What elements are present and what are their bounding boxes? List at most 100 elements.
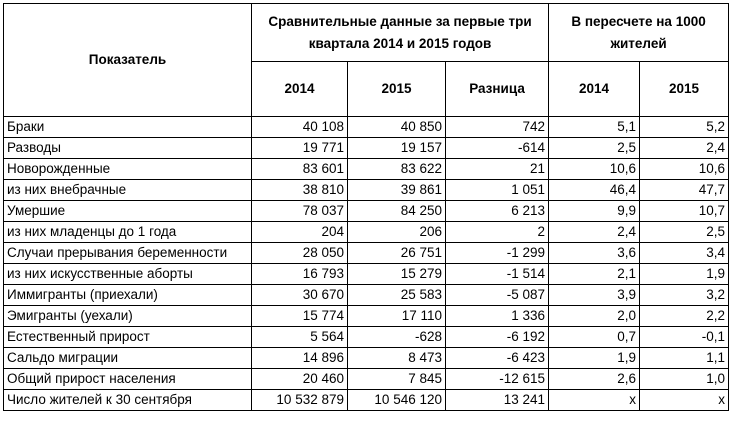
cell-rate-2014: 2,1 — [548, 263, 641, 285]
header-group-per1000-line1: В пересчете на 1000 — [571, 13, 706, 29]
cell-rate-2014: 5,1 — [548, 116, 641, 138]
cell-rate-2014: 3,9 — [548, 284, 641, 306]
cell-rate-2014: 2,5 — [548, 137, 641, 159]
table-row: Разводы 19 771 19 157 -614 2,5 2,4 — [3, 137, 730, 159]
table-row: из них младенцы до 1 года 204 206 2 2,4 2,5 — [3, 221, 730, 243]
cell-2015: 8 473 — [347, 347, 446, 369]
cell-rate-2014: x — [548, 389, 641, 411]
cell-2015: 84 250 — [347, 200, 446, 222]
cell-2015: 83 622 — [347, 158, 446, 180]
cell-diff: -6 192 — [444, 326, 550, 348]
cell-rate-2015: 5,2 — [639, 116, 730, 138]
header-col-diff: Разница — [444, 61, 550, 117]
cell-rate-2014: 10,6 — [548, 158, 641, 180]
table-row: Умершие 78 037 84 250 6 213 9,9 10,7 — [3, 200, 730, 222]
table-row: Естественный прирост 5 564 -628 -6 192 0,7 -0… — [3, 326, 730, 348]
cell-2014: 204 — [251, 221, 348, 243]
cell-diff: -5 087 — [444, 284, 550, 306]
table-row: Браки 40 108 40 850 742 5,1 5,2 — [3, 116, 730, 138]
cell-2014: 78 037 — [251, 200, 348, 222]
cell-2015: 19 157 — [347, 137, 446, 159]
cell-rate-2015: 2,5 — [639, 221, 730, 243]
demographics-table: Показатель Сравнительные данные за первы… — [3, 3, 730, 411]
cell-diff: 742 — [444, 116, 550, 138]
cell-2014: 5 564 — [251, 326, 348, 348]
cell-2015: 10 546 120 — [347, 389, 446, 411]
row-label: Случаи прерывания беременности — [3, 242, 252, 264]
row-label: Общий прирост населения — [3, 368, 252, 390]
row-label: Браки — [3, 116, 252, 138]
cell-rate-2014: 3,6 — [548, 242, 641, 264]
cell-diff: 1 051 — [444, 179, 550, 201]
cell-rate-2015: 2,2 — [639, 305, 730, 327]
cell-rate-2014: 0,7 — [548, 326, 641, 348]
cell-rate-2015: 3,4 — [639, 242, 730, 264]
header-group-per1000: В пересчете на 1000 жителей — [548, 3, 730, 62]
cell-diff: -6 423 — [444, 347, 550, 369]
row-label: Умершие — [3, 200, 252, 222]
cell-rate-2015: 10,6 — [639, 158, 730, 180]
cell-2014: 10 532 879 — [251, 389, 348, 411]
table-row: из них искусственные аборты 16 793 15 279-… — [3, 263, 730, 285]
cell-2015: 26 751 — [347, 242, 446, 264]
cell-diff: 13 241 — [444, 389, 550, 411]
cell-diff: -12 615 — [444, 368, 550, 390]
cell-2014: 20 460 — [251, 368, 348, 390]
table-row: из них внебрачные 38 810 39 861 1 051 46,4 47… — [3, 179, 730, 201]
cell-diff: 2 — [444, 221, 550, 243]
header-col-2014: 2014 — [251, 61, 348, 117]
cell-2014: 40 108 — [251, 116, 348, 138]
table-row: Новорожденные 83 601 83 622 21 10,6 10,6 — [3, 158, 730, 180]
cell-rate-2015: 1,1 — [639, 347, 730, 369]
cell-rate-2014: 2,0 — [548, 305, 641, 327]
cell-rate-2015: -0,1 — [639, 326, 730, 348]
cell-rate-2015: 47,7 — [639, 179, 730, 201]
cell-2014: 16 793 — [251, 263, 348, 285]
cell-diff: 1 336 — [444, 305, 550, 327]
cell-diff: -1 514 — [444, 263, 550, 285]
cell-rate-2014: 2,4 — [548, 221, 641, 243]
row-label: Новорожденные — [3, 158, 252, 180]
cell-rate-2015: 1,0 — [639, 368, 730, 390]
row-label: из них внебрачные — [3, 179, 252, 201]
row-label: Иммигранты (приехали) — [3, 284, 252, 306]
header-indicator: Показатель — [3, 3, 252, 117]
table-row: Общий прирост населения 20 460 7 845 -12 61… — [3, 368, 730, 390]
cell-rate-2015: 10,7 — [639, 200, 730, 222]
cell-diff: 6 213 — [444, 200, 550, 222]
table-body: Браки 40 108 40 850 742 5,1 5,2 Разводы 19 771 1… — [3, 116, 730, 411]
cell-2014: 83 601 — [251, 158, 348, 180]
header-group-comparison-line1: Сравнительные данные за первые три — [268, 13, 532, 29]
cell-rate-2014: 9,9 — [548, 200, 641, 222]
table-row: Эмигранты (уехали) 15 774 17 110 1 336 2,0 2,… — [3, 305, 730, 327]
cell-2014: 19 771 — [251, 137, 348, 159]
cell-2014: 38 810 — [251, 179, 348, 201]
table-row: Иммигранты (приехали) 30 670 25 583 -5 087 3… — [3, 284, 730, 306]
cell-rate-2015: 2,4 — [639, 137, 730, 159]
header-row-groups: Показатель Сравнительные данные за первы… — [3, 3, 730, 117]
table-row: Число жителей к 30 сентября 10 532 879 10 … — [3, 389, 730, 411]
cell-2015: 7 845 — [347, 368, 446, 390]
cell-diff: 21 — [444, 158, 550, 180]
cell-rate-2015: x — [639, 389, 730, 411]
cell-rate-2015: 1,9 — [639, 263, 730, 285]
cell-diff: -614 — [444, 137, 550, 159]
header-col-rate-2015: 2015 — [639, 61, 730, 117]
header-group-comparison: Сравнительные данные за первые три кварт… — [250, 3, 550, 62]
header-group-comparison-line2: квартала 2014 и 2015 годов — [308, 35, 492, 51]
row-label: Естественный прирост — [3, 326, 252, 348]
cell-diff: -1 299 — [444, 242, 550, 264]
cell-2015: 40 850 — [347, 116, 446, 138]
row-label: из них младенцы до 1 года — [3, 221, 252, 243]
row-label: Разводы — [3, 137, 252, 159]
cell-2014: 28 050 — [251, 242, 348, 264]
cell-2015: 25 583 — [347, 284, 446, 306]
cell-rate-2014: 2,6 — [548, 368, 641, 390]
cell-2015: 17 110 — [347, 305, 446, 327]
cell-2014: 15 774 — [251, 305, 348, 327]
cell-rate-2014: 46,4 — [548, 179, 641, 201]
cell-2015: 15 279 — [347, 263, 446, 285]
cell-2014: 30 670 — [251, 284, 348, 306]
cell-2015: 206 — [347, 221, 446, 243]
cell-rate-2015: 3,2 — [639, 284, 730, 306]
